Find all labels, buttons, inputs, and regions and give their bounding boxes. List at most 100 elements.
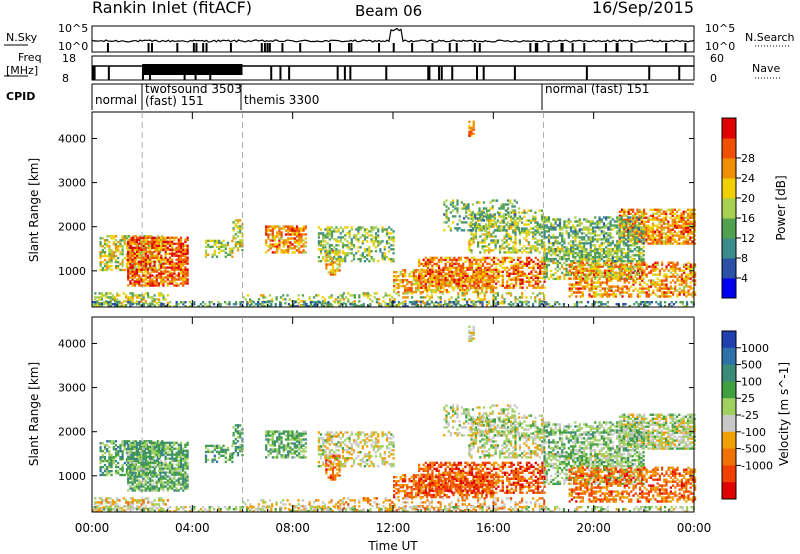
- power-cell: [370, 234, 373, 237]
- power-cell: [682, 240, 685, 243]
- power-cell: [589, 232, 592, 235]
- power-cell: [357, 258, 360, 261]
- power-cell: [600, 226, 603, 229]
- power-cell: [171, 254, 174, 257]
- power-cell: [550, 247, 553, 251]
- power-cell: [160, 282, 163, 285]
- power-cell: [470, 280, 474, 283]
- power-cell: [492, 262, 496, 266]
- power-cell: [628, 271, 631, 274]
- power-cell: [569, 246, 573, 249]
- power-cell: [514, 237, 517, 240]
- power-cell: [488, 233, 491, 236]
- power-cell: [224, 243, 227, 247]
- power-cell: [127, 274, 130, 277]
- power-cell: [585, 259, 588, 263]
- power-cell: [448, 290, 451, 294]
- power-cell: [627, 228, 630, 231]
- power-cell: [445, 199, 448, 202]
- power-cell: [114, 264, 118, 268]
- power-cell: [680, 214, 683, 217]
- power-cell: [322, 238, 325, 241]
- power-cell: [431, 280, 434, 283]
- power-cell: [450, 283, 453, 286]
- power-cell: [521, 260, 524, 264]
- power-cell: [236, 249, 240, 252]
- power-cell: [583, 232, 586, 235]
- power-cell: [584, 277, 587, 280]
- power-cell: [628, 281, 631, 284]
- power-cell: [573, 283, 576, 286]
- power-cell: [123, 235, 126, 238]
- power-cell: [654, 265, 657, 268]
- power-cell: [540, 227, 544, 230]
- power-cell: [339, 258, 342, 261]
- power-cell: [175, 262, 178, 265]
- power-cell: [399, 271, 402, 274]
- power-cell: [406, 288, 409, 292]
- power-cell: [507, 251, 510, 254]
- power-cell: [160, 294, 163, 297]
- power-cell: [687, 216, 690, 219]
- power-cell: [665, 279, 668, 282]
- power-cell: [558, 222, 562, 225]
- power-cell: [162, 296, 165, 299]
- power-cell: [685, 265, 688, 268]
- power-cell: [119, 243, 122, 246]
- power-cell: [614, 293, 617, 296]
- power-cell: [620, 216, 623, 219]
- power-cell: [624, 238, 628, 241]
- power-cell: [218, 251, 221, 254]
- power-cell: [164, 242, 167, 245]
- power-cell: [594, 277, 597, 281]
- power-cell: [592, 293, 595, 296]
- freq-unit: [MHz]: [6, 64, 38, 77]
- power-cell: [523, 280, 526, 283]
- power-cell: [410, 284, 413, 288]
- power-cell: [151, 274, 154, 277]
- power-cell: [624, 242, 628, 245]
- power-cell: [330, 234, 334, 237]
- power-cell: [543, 286, 546, 289]
- power-cell: [473, 284, 476, 287]
- power-cell: [164, 262, 167, 265]
- power-cell: [682, 218, 685, 221]
- power-cell: [673, 222, 676, 225]
- power-cell: [481, 270, 485, 273]
- power-cell: [110, 258, 113, 262]
- power-cell: [468, 241, 471, 244]
- power-cell: [600, 242, 603, 245]
- power-cell: [420, 268, 423, 271]
- power-cell: [464, 256, 467, 260]
- power-cell: [456, 211, 459, 214]
- power-cell: [518, 233, 521, 236]
- power-cell: [547, 230, 551, 233]
- power-cell: [685, 291, 688, 294]
- power-cell: [623, 234, 626, 237]
- power-cell: [503, 266, 507, 269]
- power-cell: [499, 249, 502, 252]
- power-cell: [689, 281, 692, 284]
- power-cell: [457, 280, 460, 283]
- power-cell: [239, 229, 242, 232]
- power-cell: [492, 290, 495, 294]
- power-cell: [105, 294, 108, 297]
- power-cell: [269, 247, 272, 250]
- power-cell: [663, 269, 666, 272]
- power-cell: [222, 243, 225, 247]
- power-cell: [455, 282, 458, 285]
- power-cell: [121, 268, 124, 272]
- power-cell: [447, 207, 450, 210]
- power-cell: [577, 271, 580, 274]
- power-cell: [687, 242, 690, 245]
- power-cell: [179, 240, 183, 243]
- power-cell: [654, 238, 657, 241]
- power-cell: [600, 275, 603, 279]
- power-cell: [344, 258, 347, 261]
- power-cell: [372, 242, 375, 245]
- power-cell: [687, 275, 690, 278]
- power-cell: [621, 220, 624, 223]
- power-cell: [592, 273, 595, 276]
- power-cell: [497, 274, 500, 277]
- power-cell: [589, 228, 592, 231]
